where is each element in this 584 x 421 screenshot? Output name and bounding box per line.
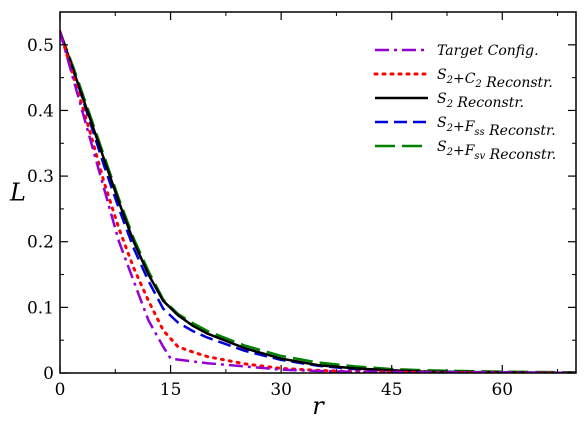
legend: Target Config. S2+C2 Reconstr.S2 Reconstr… [373,43,556,163]
x-tick-label: 60 [491,380,513,400]
y-tick-label: 0.5 [27,36,54,56]
legend-label-1: S2+C2 Reconstr. [437,67,553,91]
x-tick-label: 30 [270,380,292,400]
series-line-0 [60,31,576,373]
x-tick-label: 45 [381,380,403,400]
plot-frame [59,11,577,374]
legend-label-0: Target Config. [437,43,539,59]
x-axis-title: r [312,392,325,420]
legend-label-2: S2 Reconstr. [437,91,524,111]
y-tick-label: 0.2 [27,233,54,253]
y-tick-label: 0.1 [27,298,54,318]
x-tick-label: 0 [55,380,66,400]
x-tick-label: 15 [160,380,182,400]
tick-layer: 0 15 30 45 60 0 0.1 0.2 0.3 0.4 0.5 [27,11,576,400]
y-axis-title: L [9,179,26,207]
y-tick-label: 0 [43,364,54,384]
y-tick-label: 0.3 [27,167,54,187]
legend-label-3: S2+Fss Reconstr. [437,115,556,139]
legend-label-4: S2+Fsv Reconstr. [437,139,556,163]
y-tick-label: 0.4 [27,101,54,121]
